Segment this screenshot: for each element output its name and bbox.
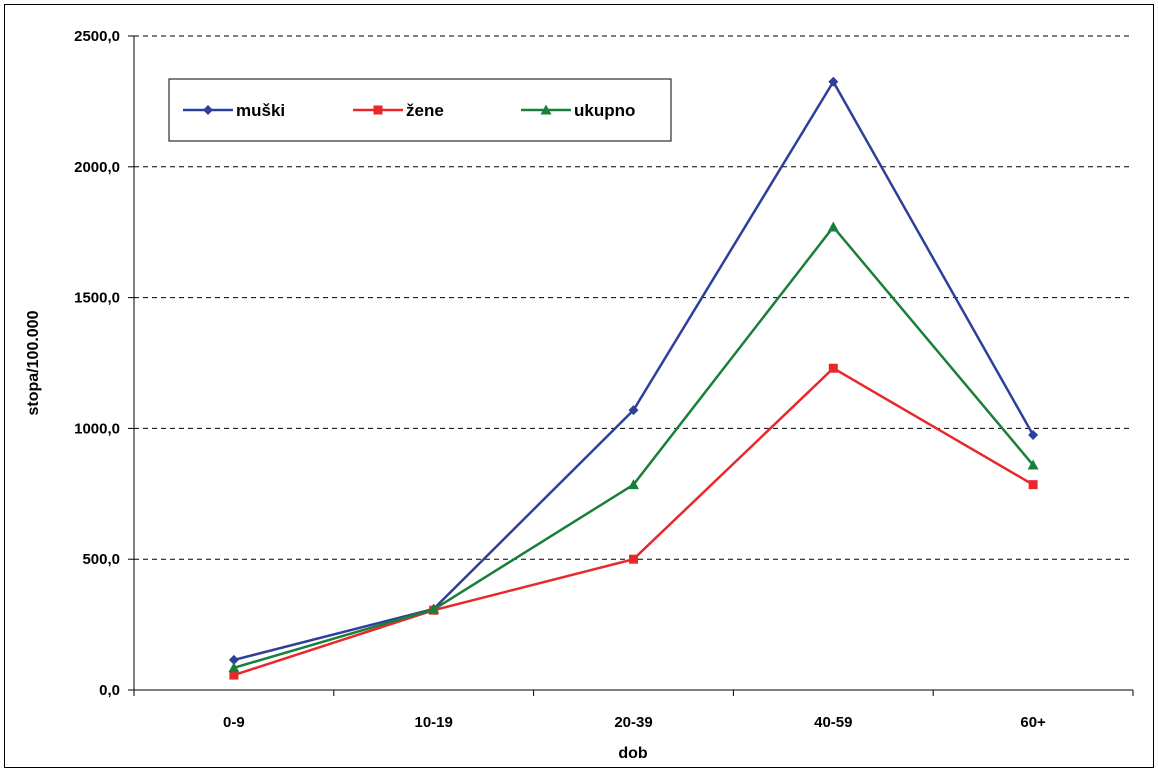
legend-entry: ukupno	[521, 101, 635, 120]
x-tick-labels: 0-9 10-19 20-39 40-59 60+	[223, 714, 1046, 731]
legend-label: žene	[406, 101, 444, 120]
series-group	[228, 76, 1039, 680]
legend-entry: žene	[353, 101, 444, 120]
data-point	[228, 662, 240, 673]
series-line	[233, 79, 1035, 662]
legend-marker	[540, 104, 552, 115]
data-point	[629, 554, 638, 564]
y-tick-labels: 0,0 500,0 1000,0 1500,0 2000,0 2500,0	[74, 28, 120, 699]
series-ukupno	[228, 221, 1039, 673]
data-point	[828, 363, 838, 373]
legend-marker	[203, 105, 213, 115]
y-tick-label: 1000,0	[74, 420, 120, 437]
data-point	[828, 76, 839, 87]
legend-label: muški	[236, 101, 285, 120]
chart-frame	[4, 4, 1154, 768]
y-tick-label: 0,0	[99, 682, 120, 699]
x-tick-label: 0-9	[223, 714, 245, 731]
y-tick-label: 2000,0	[74, 159, 120, 176]
legend-box	[168, 78, 672, 142]
legend-marker	[373, 105, 383, 115]
data-point	[1028, 429, 1039, 440]
data-point	[827, 221, 839, 232]
y-tick-label: 500,0	[82, 551, 120, 568]
x-tick-label: 60+	[1020, 714, 1046, 731]
data-point	[628, 479, 639, 490]
data-point	[228, 654, 239, 665]
legend-entry: muški	[183, 101, 285, 120]
x-tick-label: 10-19	[415, 714, 453, 731]
data-point	[628, 405, 639, 416]
x-axis-title: dob	[618, 745, 648, 762]
data-point	[428, 603, 440, 614]
legend: muški žene ukupno	[168, 78, 672, 142]
y-axis-title: stopa/100.000	[25, 310, 42, 415]
gridlines	[134, 35, 1133, 560]
y-tick-label: 2500,0	[74, 28, 120, 45]
series-line	[233, 224, 1035, 669]
legend-label: ukupno	[574, 101, 635, 120]
axes	[128, 35, 1134, 696]
x-tick-label: 20-39	[614, 714, 652, 731]
data-point	[1028, 480, 1038, 490]
data-point	[1027, 459, 1039, 470]
x-tick-label: 40-59	[814, 714, 852, 731]
y-tick-label: 1500,0	[74, 290, 120, 307]
data-point	[229, 670, 239, 680]
series-muški	[228, 76, 1039, 665]
